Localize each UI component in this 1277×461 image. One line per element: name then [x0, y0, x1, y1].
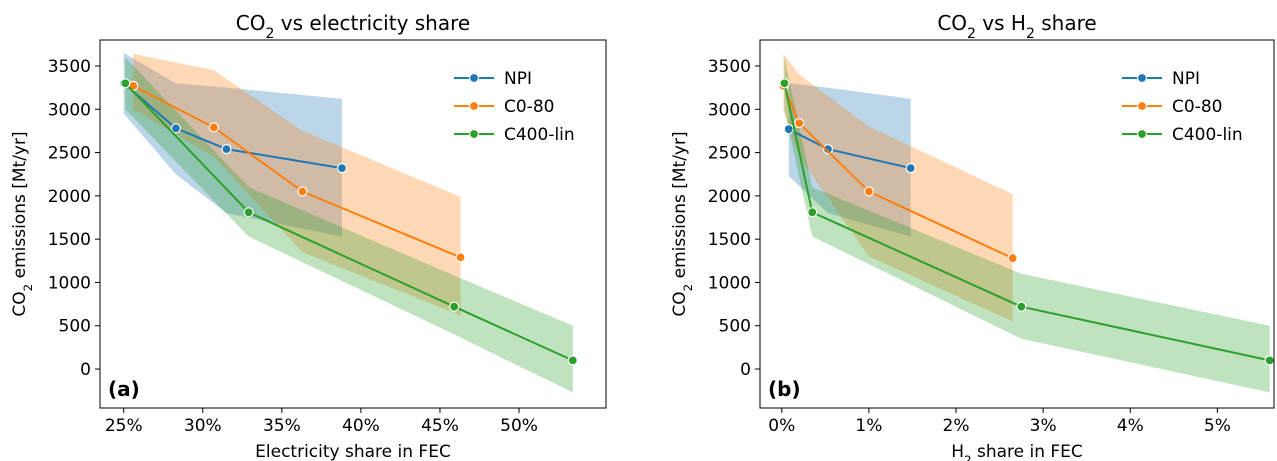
- y-tick-label: 1000: [708, 273, 751, 293]
- data-point-npi: [783, 124, 794, 135]
- legend-label-npi: NPI: [504, 69, 532, 89]
- y-tick-label: 3000: [48, 100, 91, 120]
- x-axis-label: H2 share in FEC: [951, 442, 1083, 461]
- data-point-c0-80: [455, 252, 466, 263]
- x-tick-label: 40%: [342, 416, 380, 436]
- series-line-c0-80: [782, 85, 1014, 260]
- data-point-npi: [170, 123, 181, 134]
- y-tick-label: 1500: [48, 230, 91, 250]
- data-point-c400-lin: [567, 355, 578, 366]
- x-axis-label: Electricity share in FEC: [255, 442, 451, 461]
- data-point-c400-lin: [120, 78, 131, 89]
- panel-b-chart: 0% 1% 2% 3% 4% 5% 0 500 1000 1500 2000 2500 3000 3500…: [670, 11, 1275, 461]
- legend-label-c0-80: C0-80: [1172, 97, 1222, 117]
- band-npi: [123, 52, 342, 237]
- series-line-npi: [123, 82, 343, 170]
- x-tick-label: 30%: [184, 416, 222, 436]
- chart-title: CO2 vs H2 share: [937, 11, 1096, 42]
- y-tick-label: 1500: [708, 230, 751, 250]
- band-npi: [788, 83, 911, 237]
- data-point-npi: [905, 163, 916, 174]
- data-point-c400-lin: [779, 78, 790, 89]
- y-tick-label: 0: [80, 360, 91, 380]
- y-tick-label: 0: [740, 360, 751, 380]
- plot-frame: [759, 39, 1275, 409]
- y-tick-label: 3000: [708, 100, 751, 120]
- series-line-c400-lin: [124, 82, 574, 362]
- legend-label-c400-lin: C400-lin: [1172, 125, 1243, 145]
- plot-frame: [99, 39, 607, 409]
- x-tick-label: 35%: [263, 416, 301, 436]
- y-tick-label: 2000: [48, 187, 91, 207]
- data-point-c400-lin: [243, 207, 254, 218]
- data-point-c0-80: [297, 186, 308, 197]
- series-line-c400-lin: [783, 83, 1270, 362]
- legend-marker-c0-80: [1136, 100, 1148, 112]
- data-point-c0-80: [1007, 253, 1018, 264]
- legend-marker-c400-lin: [468, 128, 480, 140]
- x-tick-label: 5%: [1204, 416, 1231, 436]
- data-point-c400-lin: [1264, 355, 1275, 366]
- x-tick-label: 1%: [855, 416, 882, 436]
- legend-marker-npi: [1136, 72, 1148, 84]
- x-tick-label: 45%: [421, 416, 459, 436]
- y-tick-label: 2000: [708, 187, 751, 207]
- x-tick-label: 0%: [768, 416, 795, 436]
- data-point-c0-80: [863, 186, 874, 197]
- data-point-c0-80: [208, 122, 219, 133]
- x-tick-label: 4%: [1117, 416, 1144, 436]
- band-c0-80: [133, 53, 461, 316]
- chart-title: CO2 vs electricity share: [236, 11, 470, 42]
- data-point-c400-lin: [449, 301, 460, 312]
- data-point-npi: [822, 144, 834, 155]
- y-tick-label: 500: [719, 317, 751, 337]
- legend-label-c0-80: C0-80: [504, 97, 554, 117]
- x-tick-label: 2%: [943, 416, 970, 436]
- data-point-c400-lin: [1016, 301, 1027, 312]
- legend-marker-c0-80: [468, 100, 480, 112]
- y-axis-label: CO2 emissions [Mt/yr]: [10, 131, 35, 316]
- band-c400-lin: [784, 57, 1270, 393]
- panel-label: (b): [768, 377, 801, 401]
- panel-label: (a): [108, 377, 140, 401]
- y-tick-label: 2500: [708, 144, 751, 164]
- x-tick-label: 3%: [1030, 416, 1057, 436]
- series-line-c0-80: [132, 85, 461, 259]
- x-tick-label: 25%: [105, 416, 143, 436]
- y-tick-label: 3500: [708, 57, 751, 77]
- y-tick-label: 3500: [48, 57, 91, 77]
- legend-label-c400-lin: C400-lin: [504, 125, 575, 145]
- band-c0-80: [783, 53, 1013, 322]
- panel-a-chart: 25% 30% 35% 40% 45% 50% 0 500 1000 1500 2000 2500 30…: [10, 11, 607, 461]
- y-axis-label: CO2 emissions [Mt/yr]: [670, 131, 695, 316]
- y-tick-label: 500: [59, 317, 91, 337]
- data-point-npi: [336, 163, 348, 174]
- data-point-c0-80: [794, 118, 805, 129]
- legend-label-npi: NPI: [1172, 69, 1200, 89]
- legend-marker-c400-lin: [1136, 128, 1148, 140]
- y-tick-label: 2500: [48, 144, 91, 164]
- x-tick-label: 50%: [500, 416, 538, 436]
- y-tick-label: 1000: [48, 273, 91, 293]
- data-point-npi: [221, 144, 232, 155]
- data-point-c400-lin: [807, 207, 818, 218]
- legend-marker-npi: [468, 72, 480, 84]
